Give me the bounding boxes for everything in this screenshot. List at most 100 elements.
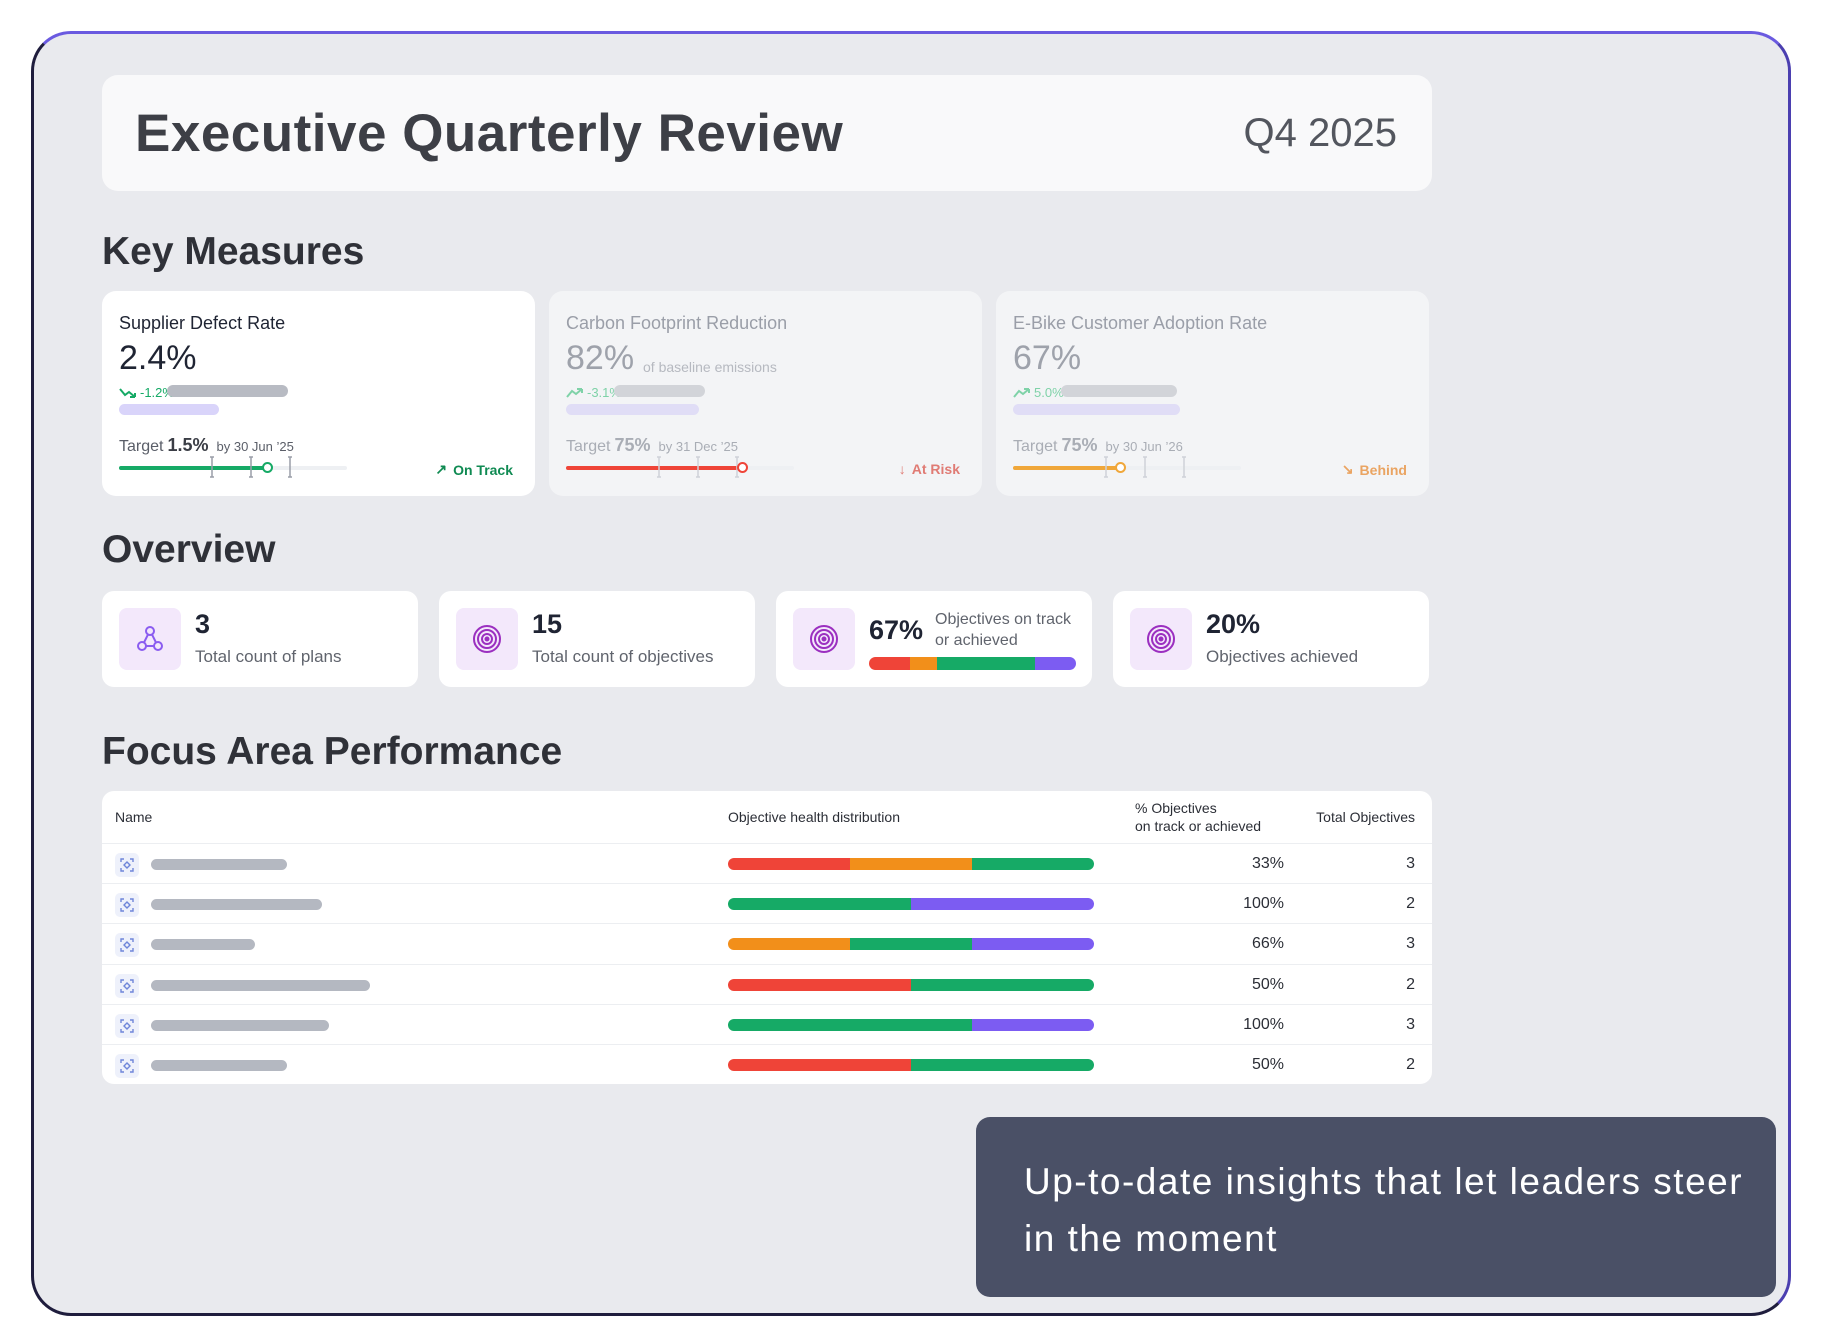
focus-area-table: Name Objective health distribution % Obj… [102,791,1432,1084]
target-date: by 31 Dec ’25 [658,439,739,454]
milestone-tick [287,456,293,478]
row-total: 2 [1406,1056,1415,1073]
distribution-segment [728,938,850,951]
distribution-segment [911,898,1094,911]
placeholder-bar [566,404,699,415]
row-total: 3 [1406,1015,1415,1033]
measure-trend-value: -1.2% [140,385,174,400]
row-pct: 66% [1251,935,1284,953]
distribution-segment [972,1018,1094,1031]
milestone-tick [1142,456,1148,478]
distribution-segment [910,657,938,670]
placeholder-bar [167,385,288,397]
placeholder-bar [151,939,255,951]
measure-value: 2.4% [119,339,197,377]
overview-card-plans[interactable]: 3 Total count of plans [102,591,418,687]
health-distribution-bar [728,898,1094,911]
distribution-segment [849,858,972,870]
column-header-pct-line1: % Objectives [1135,800,1217,816]
milestone-tick [209,456,215,478]
header-card: Executive Quarterly Review Q4 2025 [102,75,1432,191]
trend-arrow-icon [1013,387,1030,398]
health-distribution-bar [728,858,1094,870]
target-icon [1130,608,1192,670]
row-pct: 50% [1251,975,1284,993]
distribution-segment [971,858,1094,870]
overview-card-objectives[interactable]: 15 Total count of objectives [439,591,755,687]
arrow-up-right-icon: ↗ [435,461,448,477]
overview-number: 20% [1206,609,1261,639]
table-row[interactable]: 66% 3 [102,923,1432,963]
distribution-segment [971,938,1094,951]
table-row[interactable]: 100% 3 [102,1003,1432,1044]
distribution-segment [849,938,972,951]
progress-marker [1115,462,1127,473]
page-title: Executive Quarterly Review [135,104,844,163]
measure-trend: -1.2% [119,385,174,400]
distribution-segment [728,858,850,870]
overview-card-achieved[interactable]: 20% Objectives achieved [1113,591,1429,687]
overview-label: Objectives on track or achieved [935,611,1072,649]
table-row[interactable]: 50% 2 [102,963,1432,1004]
progress-fill [119,466,268,470]
distribution-segment [911,1059,1094,1071]
target-value: 75% [1061,435,1098,455]
progress-marker [262,462,274,473]
distribution-segment [869,657,911,670]
overview-card-on-track[interactable]: 67% Objectives on track or achieved [776,591,1092,687]
placeholder-bar [1061,385,1177,397]
column-header-name[interactable]: Name [115,809,153,825]
arrow-down-icon: ↓ [898,461,906,477]
measure-value: 82% [566,339,635,377]
placeholder-bar [151,1019,329,1031]
placeholder-bar [151,979,370,991]
measure-subtitle: of baseline emissions [643,359,777,375]
distribution-segment [911,978,1094,991]
target-value: 1.5% [167,435,209,455]
column-header-distribution[interactable]: Objective health distribution [728,809,900,825]
placeholder-bar [1013,404,1180,415]
target-icon [793,608,855,670]
focus-area-icon [115,973,139,998]
column-header-total[interactable]: Total Objectives [1316,809,1415,825]
status-badge: ↗ On Track [435,461,513,478]
column-header-pct[interactable]: % Objectives on track or achieved [1135,791,1261,843]
status-label: At Risk [911,461,960,477]
progress-track [1013,456,1241,478]
distribution-segment [1034,657,1076,670]
arrow-down-right-icon: ↘ [1341,461,1354,477]
placeholder-bar [119,404,219,415]
status-badge: ↓ At Risk [899,461,960,477]
measure-value: 67% [1013,339,1082,377]
health-distribution-bar [728,938,1094,951]
overview-number: 3 [195,609,211,639]
measure-card-ebike-adoption[interactable]: E-Bike Customer Adoption Rate 67% 5.0% Targ… [996,291,1429,496]
distribution-segment [937,657,1035,670]
measure-trend: 5.0% [1013,385,1064,400]
target-date: by 30 Jun ’25 [216,439,294,454]
measure-title: Carbon Footprint Reduction [566,313,788,333]
section-overview: Overview [102,528,276,571]
health-distribution-bar [728,978,1094,991]
table-row[interactable]: 33% 3 [102,843,1432,883]
row-total: 3 [1406,855,1415,872]
trend-arrow-icon [566,387,583,398]
target-date: by 30 Jun ’26 [1105,439,1183,454]
row-pct: 33% [1251,855,1284,872]
overview-number: 15 [532,609,563,639]
measure-card-supplier-defect[interactable]: Supplier Defect Rate 2.4% -1.2% Target 1.5% b… [102,291,535,496]
measure-target: Target 1.5% by 30 Jun ’25 [119,435,294,456]
row-total: 2 [1406,895,1415,913]
milestone-tick [656,456,662,478]
measure-target: Target 75% by 31 Dec ’25 [566,435,738,456]
target-label: Target [1013,438,1058,455]
distribution-segment [728,898,911,911]
measure-card-carbon-footprint[interactable]: Carbon Footprint Reduction 82% of baseline… [549,291,982,496]
status-label: Behind [1359,461,1407,478]
measure-trend: -3.1% [566,385,621,400]
table-row[interactable]: 50% 2 [102,1044,1432,1084]
dashboard-frame: Executive Quarterly Review Q4 2025 Key M… [31,31,1791,1316]
distribution-segment [728,978,911,991]
table-row[interactable]: 100% 2 [102,883,1432,923]
section-focus-area: Focus Area Performance [102,730,563,773]
